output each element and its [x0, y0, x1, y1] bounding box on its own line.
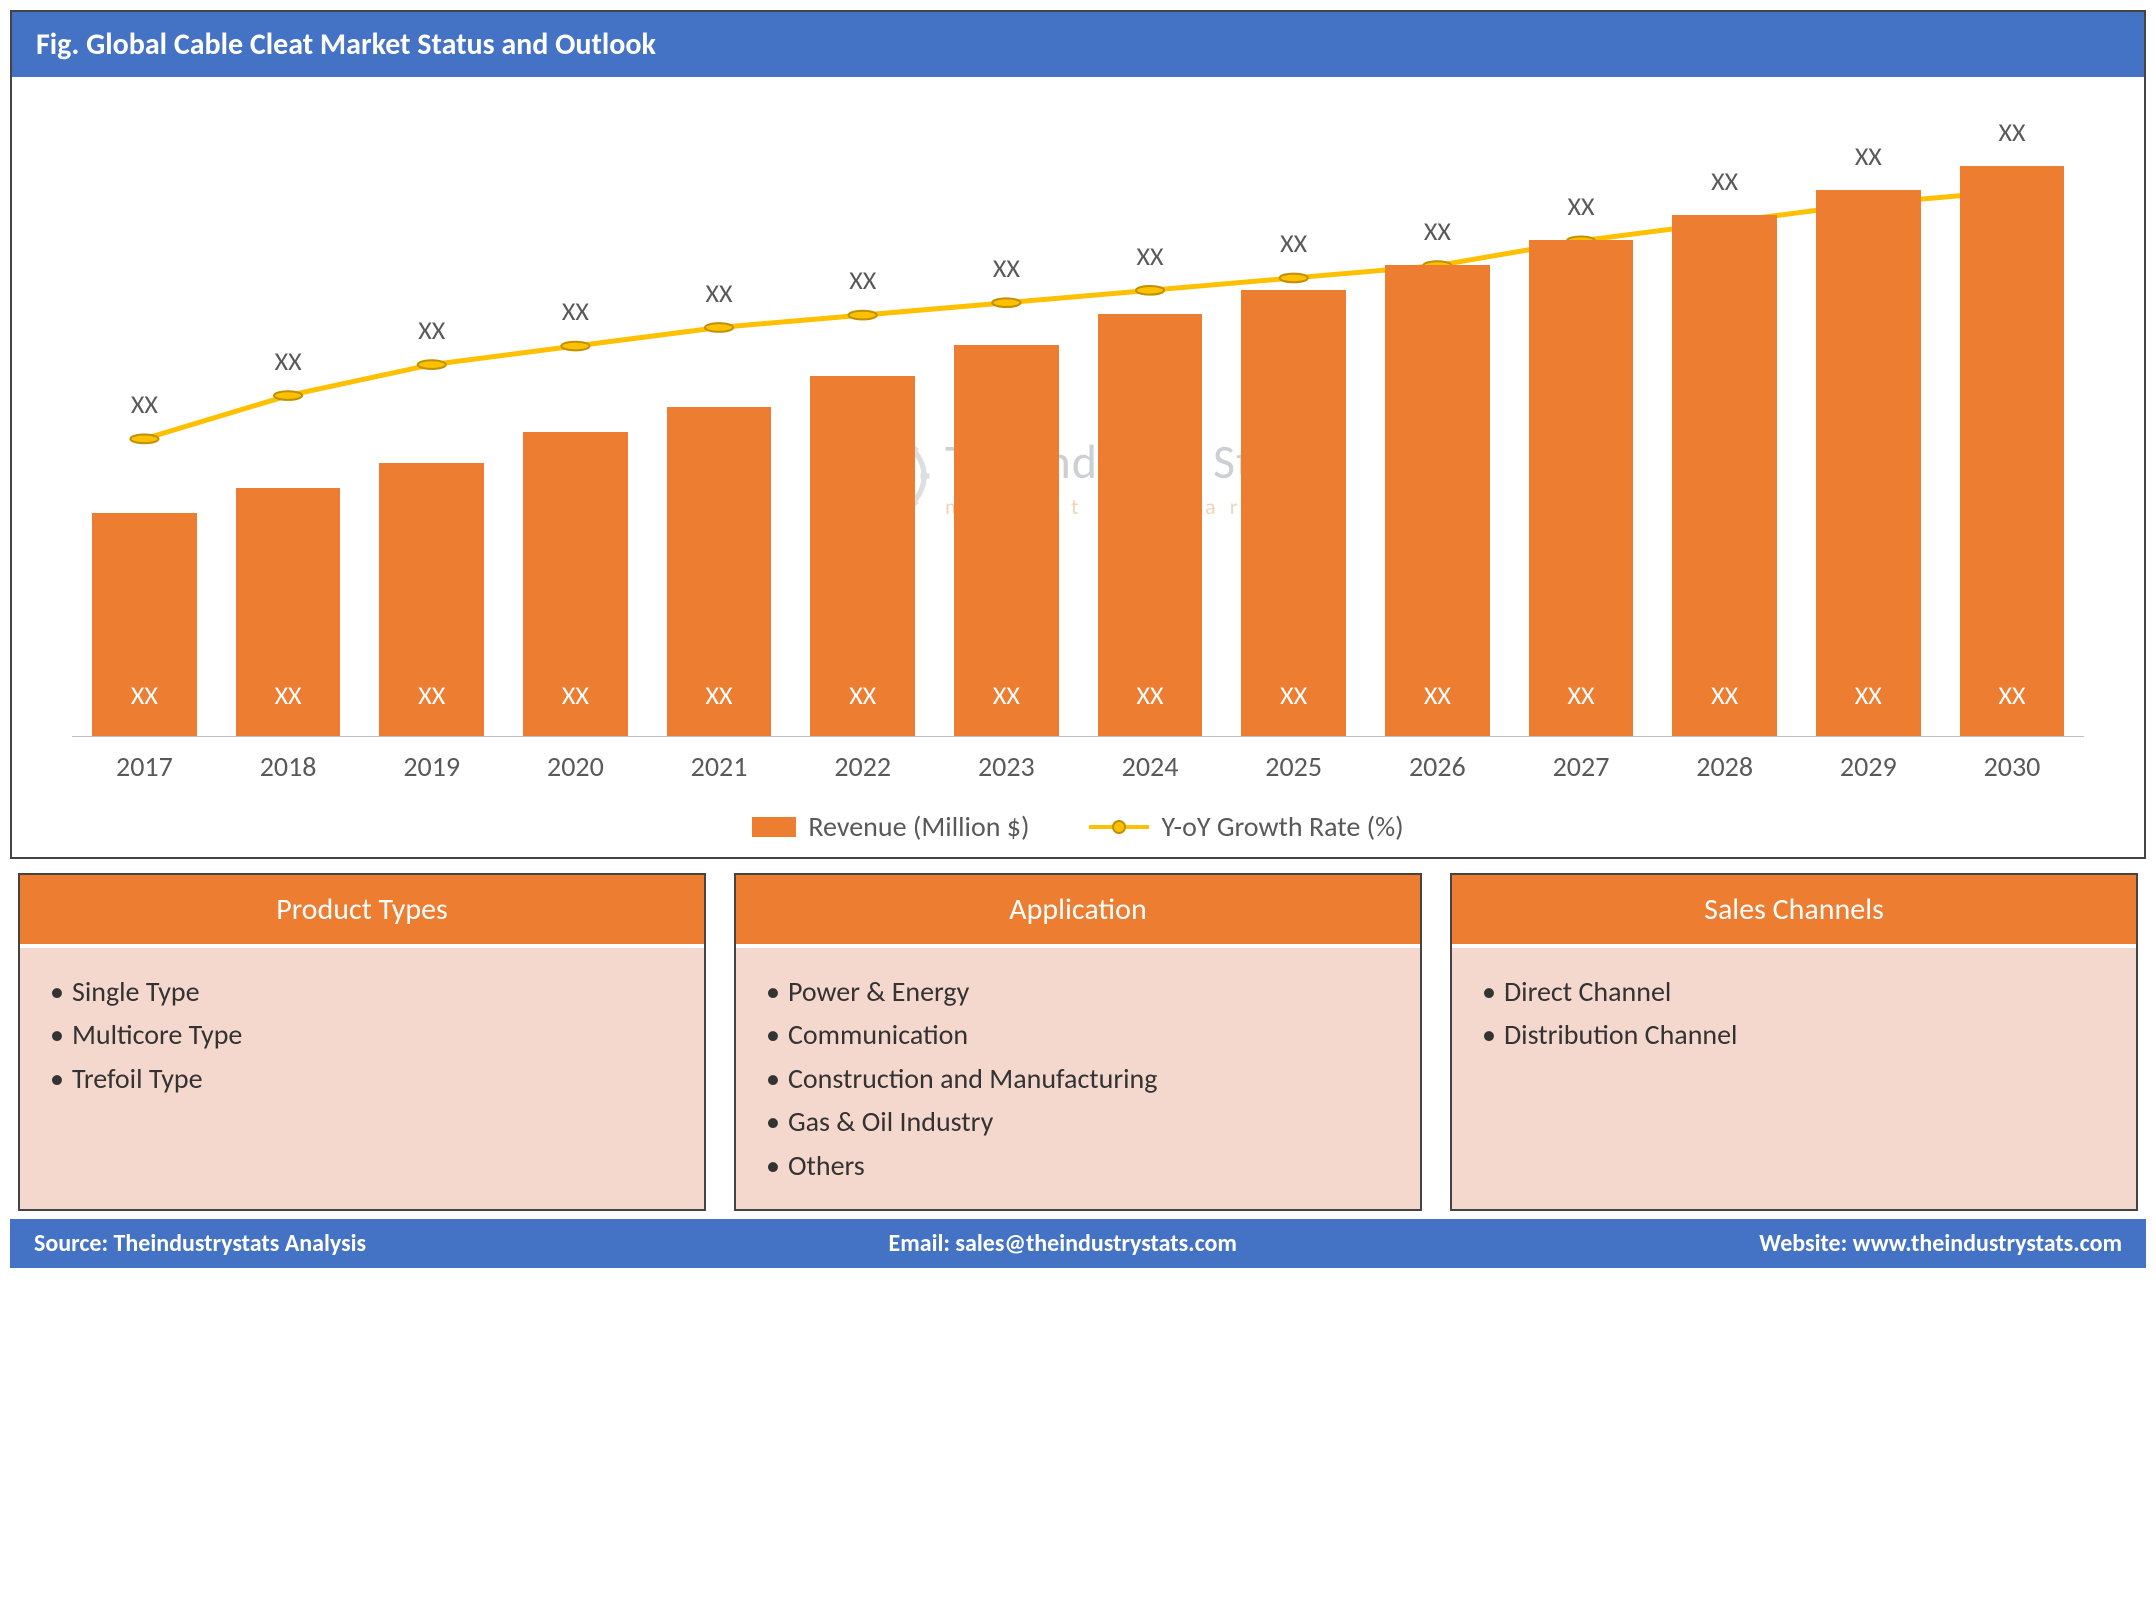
- category-panel: ApplicationPower & EnergyCommunicationCo…: [734, 873, 1422, 1211]
- panel-item: Direct Channel: [1482, 970, 2106, 1013]
- bar: XX: [236, 488, 341, 736]
- bar: XX: [1385, 265, 1490, 736]
- footer-source-label: Source:: [34, 1229, 108, 1258]
- panel-item: Others: [766, 1144, 1390, 1187]
- chart-area: The Industry Stats market research XXXXX…: [12, 77, 2144, 857]
- x-tick-label: 2021: [691, 749, 748, 784]
- line-value-label: XX: [1838, 140, 1898, 172]
- bar: XX: [1960, 166, 2065, 736]
- line-value-label: XX: [1551, 190, 1611, 222]
- bar-value-label: XX: [275, 679, 302, 711]
- bar: XX: [1816, 190, 1921, 736]
- panel-item: Single Type: [50, 970, 674, 1013]
- legend-line-swatch: [1089, 825, 1149, 829]
- footer-source-value: Theindustrystats Analysis: [114, 1229, 367, 1258]
- panel-item: Construction and Manufacturing: [766, 1057, 1390, 1100]
- footer-source: Source: Theindustrystats Analysis: [34, 1229, 366, 1258]
- bar: XX: [810, 376, 915, 736]
- bar: XX: [1241, 290, 1346, 736]
- x-tick-label: 2030: [1984, 749, 2041, 784]
- chart-legend: Revenue (Million $) Y-oY Growth Rate (%): [72, 799, 2084, 874]
- panel-item: Distribution Channel: [1482, 1013, 2106, 1056]
- x-tick-label: 2017: [116, 749, 173, 784]
- bar-value-label: XX: [1567, 679, 1594, 711]
- line-value-label: XX: [258, 345, 318, 377]
- bar-value-label: XX: [849, 679, 876, 711]
- bar-value-label: XX: [418, 679, 445, 711]
- category-panel: Product TypesSingle TypeMulticore TypeTr…: [18, 873, 706, 1211]
- x-tick-label: 2025: [1265, 749, 1322, 784]
- line-value-label: XX: [545, 295, 605, 327]
- x-tick-label: 2019: [403, 749, 460, 784]
- figure-title: Fig. Global Cable Cleat Market Status an…: [12, 12, 2144, 77]
- footer-email-value: sales@theindustrystats.com: [955, 1229, 1237, 1258]
- x-tick-label: 2029: [1840, 749, 1897, 784]
- panel-item: Communication: [766, 1013, 1390, 1056]
- panel-item: Gas & Oil Industry: [766, 1100, 1390, 1143]
- bar-value-label: XX: [1711, 679, 1738, 711]
- line-value-label: XX: [402, 314, 462, 346]
- x-tick-label: 2026: [1409, 749, 1466, 784]
- footer-email-label: Email:: [888, 1229, 950, 1258]
- category-panel: Sales ChannelsDirect ChannelDistribution…: [1450, 873, 2138, 1211]
- bar-value-label: XX: [1998, 679, 2025, 711]
- footer-website-value: www.theindustrystats.com: [1853, 1229, 2122, 1258]
- line-value-label: XX: [1407, 215, 1467, 247]
- legend-bar-swatch: [752, 817, 796, 837]
- bar: XX: [667, 407, 772, 736]
- category-panels: Product TypesSingle TypeMulticore TypeTr…: [10, 859, 2146, 1219]
- panel-header: Application: [736, 875, 1420, 948]
- x-tick-label: 2018: [260, 749, 317, 784]
- line-value-label: XX: [1982, 116, 2042, 148]
- line-value-label: XX: [1120, 240, 1180, 272]
- bar-value-label: XX: [706, 679, 733, 711]
- panel-body: Direct ChannelDistribution Channel: [1452, 948, 2136, 1079]
- line-value-label: XX: [976, 252, 1036, 284]
- panel-header: Product Types: [20, 875, 704, 948]
- plot-region: The Industry Stats market research XXXXX…: [72, 117, 2084, 737]
- x-tick-label: 2023: [978, 749, 1035, 784]
- x-tick-label: 2024: [1122, 749, 1179, 784]
- x-tick-label: 2022: [834, 749, 891, 784]
- legend-revenue: Revenue (Million $): [752, 809, 1029, 844]
- bar-value-label: XX: [1424, 679, 1451, 711]
- legend-bar-label: Revenue (Million $): [808, 809, 1029, 844]
- bar: XX: [1672, 215, 1777, 736]
- bar: XX: [523, 432, 628, 736]
- footer-email: Email: sales@theindustrystats.com: [888, 1229, 1236, 1258]
- bar-value-label: XX: [993, 679, 1020, 711]
- footer-website-label: Website:: [1759, 1229, 1847, 1258]
- line-value-label: XX: [114, 388, 174, 420]
- x-axis-labels: 2017 2018 2019 2020 2021 2022 2023 2024 2025 2026…: [72, 749, 2084, 799]
- panel-body: Single TypeMulticore TypeTrefoil Type: [20, 948, 704, 1122]
- bar: XX: [1098, 314, 1203, 736]
- bar-value-label: XX: [1855, 679, 1882, 711]
- x-tick-label: 2028: [1696, 749, 1753, 784]
- line-value-label: XX: [689, 277, 749, 309]
- line-value-label: XX: [833, 264, 893, 296]
- legend-growth: Y-oY Growth Rate (%): [1089, 809, 1403, 844]
- panel-header: Sales Channels: [1452, 875, 2136, 948]
- bar-value-label: XX: [1280, 679, 1307, 711]
- bar: XX: [1529, 240, 1634, 736]
- line-value-label: XX: [1695, 165, 1755, 197]
- bar-value-label: XX: [562, 679, 589, 711]
- bar-value-label: XX: [1137, 679, 1164, 711]
- legend-line-label: Y-oY Growth Rate (%): [1161, 809, 1403, 844]
- bar: XX: [92, 513, 197, 736]
- panel-item: Trefoil Type: [50, 1057, 674, 1100]
- panel-item: Power & Energy: [766, 970, 1390, 1013]
- x-tick-label: 2027: [1553, 749, 1610, 784]
- bar-value-label: XX: [131, 679, 158, 711]
- bar: XX: [954, 345, 1059, 736]
- figure-container: Fig. Global Cable Cleat Market Status an…: [10, 10, 2146, 859]
- growth-line: [72, 117, 2084, 736]
- panel-body: Power & EnergyCommunicationConstruction …: [736, 948, 1420, 1209]
- x-tick-label: 2020: [547, 749, 604, 784]
- footer-bar: Source: Theindustrystats Analysis Email:…: [10, 1219, 2146, 1268]
- panel-item: Multicore Type: [50, 1013, 674, 1056]
- bar: XX: [379, 463, 484, 736]
- line-value-label: XX: [1264, 227, 1324, 259]
- footer-website: Website: www.theindustrystats.com: [1759, 1229, 2122, 1258]
